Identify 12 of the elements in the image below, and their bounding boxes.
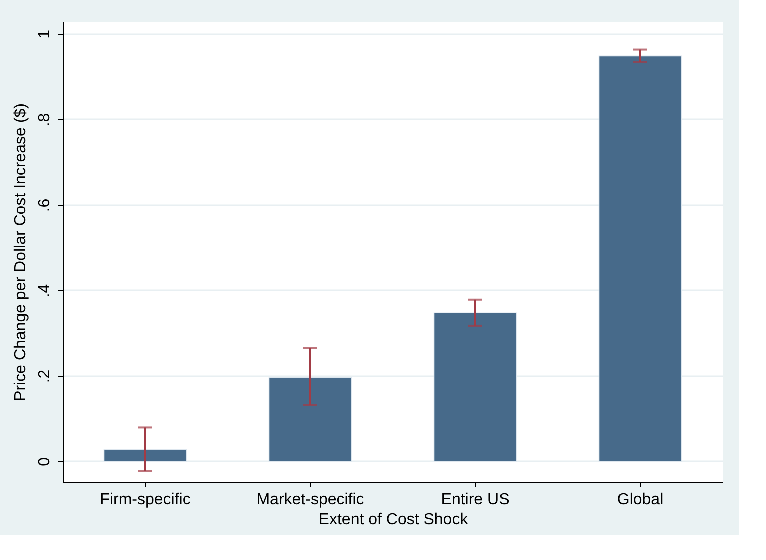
x-tick-label: Market-specific xyxy=(256,492,364,508)
y-axis-title: Price Change per Dollar Cost Increase ($) xyxy=(12,104,30,402)
y-tick-label: .4 xyxy=(36,284,54,298)
x-tick-label: Global xyxy=(617,492,664,508)
x-tick-label: Entire US xyxy=(441,492,510,508)
y-tick-label: .6 xyxy=(36,198,54,212)
x-axis-title: Extent of Cost Shock xyxy=(318,512,470,528)
y-tick-label: 0 xyxy=(36,457,54,466)
y-tick-label: 1 xyxy=(36,30,54,39)
x-tick-label: Firm-specific xyxy=(100,492,191,508)
y-tick-label: .2 xyxy=(36,370,54,384)
y-tick-label: .8 xyxy=(36,113,54,127)
